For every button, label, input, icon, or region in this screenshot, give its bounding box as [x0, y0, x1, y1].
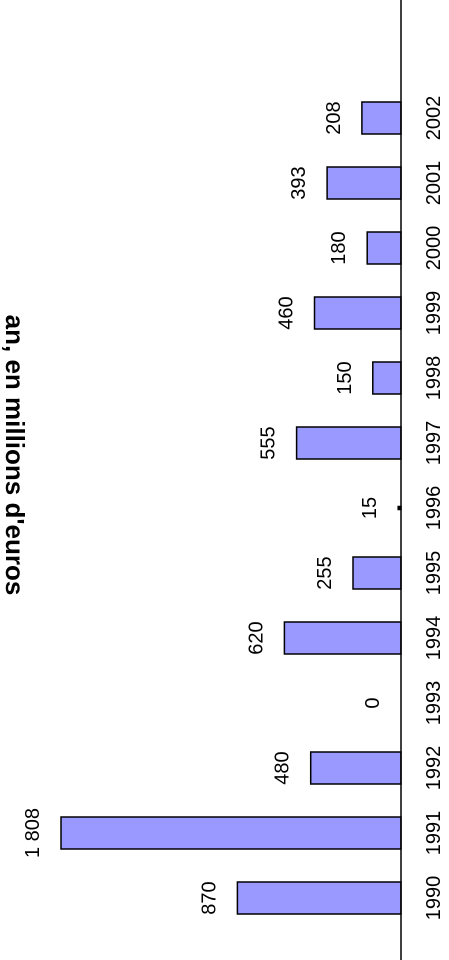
bars-layer — [60, 101, 402, 915]
bar-1995 — [352, 556, 402, 590]
category-label-1997: 1997 — [423, 421, 445, 466]
category-label-1999: 1999 — [423, 291, 445, 336]
value-label-1996: 15 — [359, 497, 381, 519]
category-ticks-layer: 1990 1991 1992 1993 1994 1995 1996 1997 1998 1999… — [423, 96, 445, 921]
value-label-2000: 180 — [328, 231, 350, 264]
value-label-1990: 870 — [198, 881, 220, 914]
category-label-2000: 2000 — [423, 226, 445, 271]
category-label-1996: 1996 — [423, 486, 445, 531]
bar-2002 — [361, 101, 402, 135]
bar-1999 — [313, 296, 402, 330]
value-label-1995: 255 — [314, 556, 336, 589]
bar-1997 — [295, 426, 402, 460]
value-label-1997: 555 — [258, 426, 280, 459]
category-label-1990: 1990 — [423, 876, 445, 921]
value-label-2001: 393 — [288, 166, 310, 199]
value-label-1999: 460 — [276, 296, 298, 329]
bar-1990 — [236, 881, 402, 915]
category-label-2001: 2001 — [423, 161, 445, 206]
bar-1992 — [309, 751, 402, 785]
category-label-1998: 1998 — [423, 356, 445, 401]
value-label-1991: 1 808 — [22, 808, 44, 858]
bar-2000 — [366, 231, 402, 265]
category-label-1994: 1994 — [423, 616, 445, 661]
value-labels-layer: 870 1 808 480 0 620 255 15 555 150 460 180 393 208 — [22, 101, 384, 914]
category-label-2002: 2002 — [423, 96, 445, 141]
bar-1998 — [372, 361, 402, 395]
bar-1994 — [283, 621, 402, 655]
category-label-1993: 1993 — [423, 681, 445, 726]
category-label-1992: 1992 — [423, 746, 445, 791]
category-label-1995: 1995 — [423, 551, 445, 596]
bar-2001 — [326, 166, 402, 200]
category-label-1991: 1991 — [423, 811, 445, 856]
value-label-1994: 620 — [245, 621, 267, 654]
value-label-1992: 480 — [272, 751, 294, 784]
value-label-1993: 0 — [362, 697, 384, 708]
bar-1991 — [60, 816, 402, 850]
value-label-2002: 208 — [323, 101, 345, 134]
chart-title: an, en millions d'euros — [0, 315, 30, 596]
value-label-1998: 150 — [334, 361, 356, 394]
